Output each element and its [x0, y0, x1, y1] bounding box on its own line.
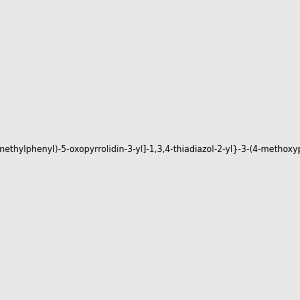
Text: N-{5-[1-(3-chloro-4-methylphenyl)-5-oxopyrrolidin-3-yl]-1,3,4-thiadiazol-2-yl}-3: N-{5-[1-(3-chloro-4-methylphenyl)-5-oxop… — [0, 146, 300, 154]
